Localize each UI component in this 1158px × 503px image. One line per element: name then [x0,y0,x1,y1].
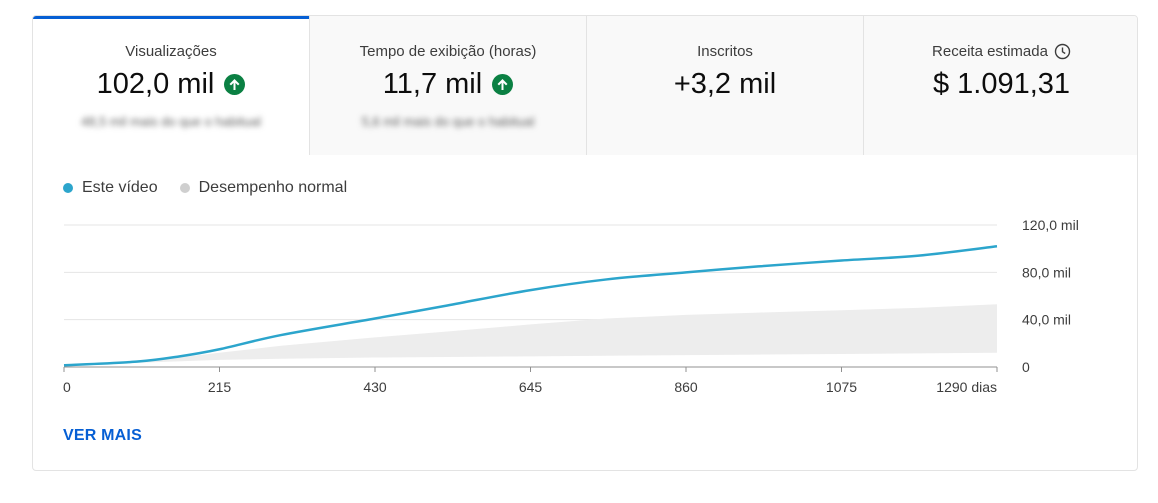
analytics-card: Visualizações 102,0 mil 48,5 mil mais do… [32,15,1138,471]
series-band-typical [64,304,997,366]
tab-inscritos[interactable]: Inscritos +3,2 mil [587,16,864,155]
legend-item-this-video: Este vídeo [63,179,158,197]
x-tick-label: 430 [363,379,387,395]
tab-label: Visualizações [125,43,217,60]
x-tick-label: 1075 [826,379,857,395]
series-line-this-video [63,245,998,367]
chart-area: Este vídeo Desempenho normal 0 40,0 mil 80… [33,155,1137,470]
metric-tabs: Visualizações 102,0 mil 48,5 mil mais do… [33,16,1137,155]
x-tick-label: 0 [63,379,71,395]
tab-visualizacoes[interactable]: Visualizações 102,0 mil 48,5 mil mais do… [33,16,310,155]
arrow-up-circle-icon [224,74,246,95]
legend-dot [63,183,73,193]
arrow-up-circle-icon [492,74,514,95]
tab-label: Tempo de exibição (horas) [359,43,537,60]
x-tick-label: 645 [519,379,543,395]
tab-value: 11,7 mil [310,68,586,101]
y-tick-label: 40,0 mil [1022,312,1071,328]
y-tick-label: 0 [1022,359,1030,375]
tab-subtext: 5,6 mil mais do que o habitual [361,114,535,129]
x-tick-label: 860 [674,379,698,395]
x-tick-label: 215 [208,379,232,395]
y-tick-label: 120,0 mil [1022,217,1079,233]
tab-label: Inscritos [697,43,753,60]
legend-item-typical: Desempenho normal [179,179,347,197]
legend-dot [179,183,190,193]
clock-icon[interactable] [1054,43,1071,60]
tab-value: 102,0 mil [33,68,309,101]
y-tick-label: 80,0 mil [1022,264,1071,280]
tab-value: $ 1.091,31 [932,68,1071,100]
tab-value: +3,2 mil [673,68,777,100]
chart-legend: Este vídeo Desempenho normal [63,179,347,197]
ver-mais-button[interactable]: VER MAIS [63,427,142,444]
tab-receita-estimada[interactable]: Receita estimada $ 1.091,31 [864,16,1137,155]
tab-label: Receita estimada [864,43,1137,60]
tab-subtext: 48,5 mil mais do que o habitual [81,114,261,129]
tab-tempo-exibicao[interactable]: Tempo de exibição (horas) 11,7 mil 5,6 m… [310,16,587,155]
x-tick-label: 1290 dias [936,379,997,395]
line-chart: 0 40,0 mil 80,0 mil 120,0 mil 0 215 430 645 860 1… [63,217,1079,395]
